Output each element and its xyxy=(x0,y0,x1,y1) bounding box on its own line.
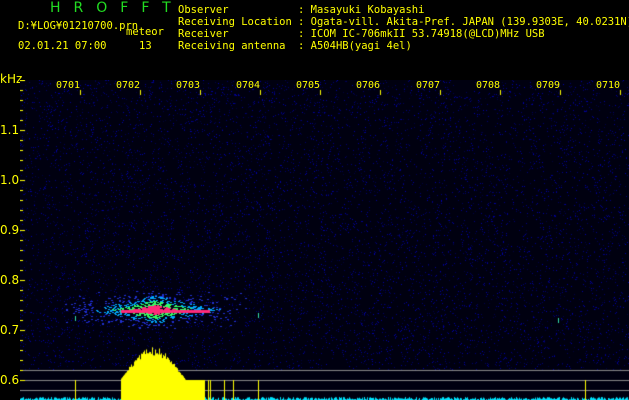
echo-count: 13 xyxy=(139,40,152,52)
y-tick-label: 0.6 xyxy=(0,373,20,387)
datetime: 02.01.21 07:00 xyxy=(18,40,107,52)
y-unit-label: kHz xyxy=(0,72,23,86)
separator: : xyxy=(298,28,311,40)
mode-label: meteor xyxy=(126,26,164,38)
info-observer: Observer: Masayuki Kobayashi xyxy=(178,4,425,16)
y-tick-label: 0.7 xyxy=(0,323,20,337)
app-title: HROFFT xyxy=(50,0,184,16)
y-tick-label: 0.9 xyxy=(0,223,20,237)
info-receiver: Receiver: ICOM IC-706mkII 53.74918(@LCD)… xyxy=(178,28,545,40)
file-path: D:¥LOG¥01210700.prn xyxy=(18,20,139,32)
x-tick-label: 0702 xyxy=(116,80,141,91)
x-tick-label: 0708 xyxy=(476,80,501,91)
x-tick-label: 0706 xyxy=(356,80,381,91)
y-tick-label: 0.8 xyxy=(0,273,20,287)
y-tick-label: 1.0 xyxy=(0,173,20,187)
y-tick-label: 1.1 xyxy=(0,123,20,137)
info-location: Receiving Location: Ogata-vill. Akita-Pr… xyxy=(178,16,629,28)
info-antenna: Receiving antenna: A504HB(yagi 4el) xyxy=(178,40,412,52)
x-tick-label: 0709 xyxy=(536,80,561,91)
x-tick-label: 0704 xyxy=(236,80,261,91)
x-tick-label: 0707 xyxy=(416,80,441,91)
x-tick-label: 0710 xyxy=(596,80,621,91)
separator: : xyxy=(298,40,311,52)
separator: : xyxy=(298,16,311,28)
separator: : xyxy=(298,4,311,16)
x-tick-label: 0705 xyxy=(296,80,321,91)
x-tick-label: 0701 xyxy=(56,80,81,91)
spectrogram-waterfall xyxy=(20,80,629,400)
x-tick-label: 0703 xyxy=(176,80,201,91)
